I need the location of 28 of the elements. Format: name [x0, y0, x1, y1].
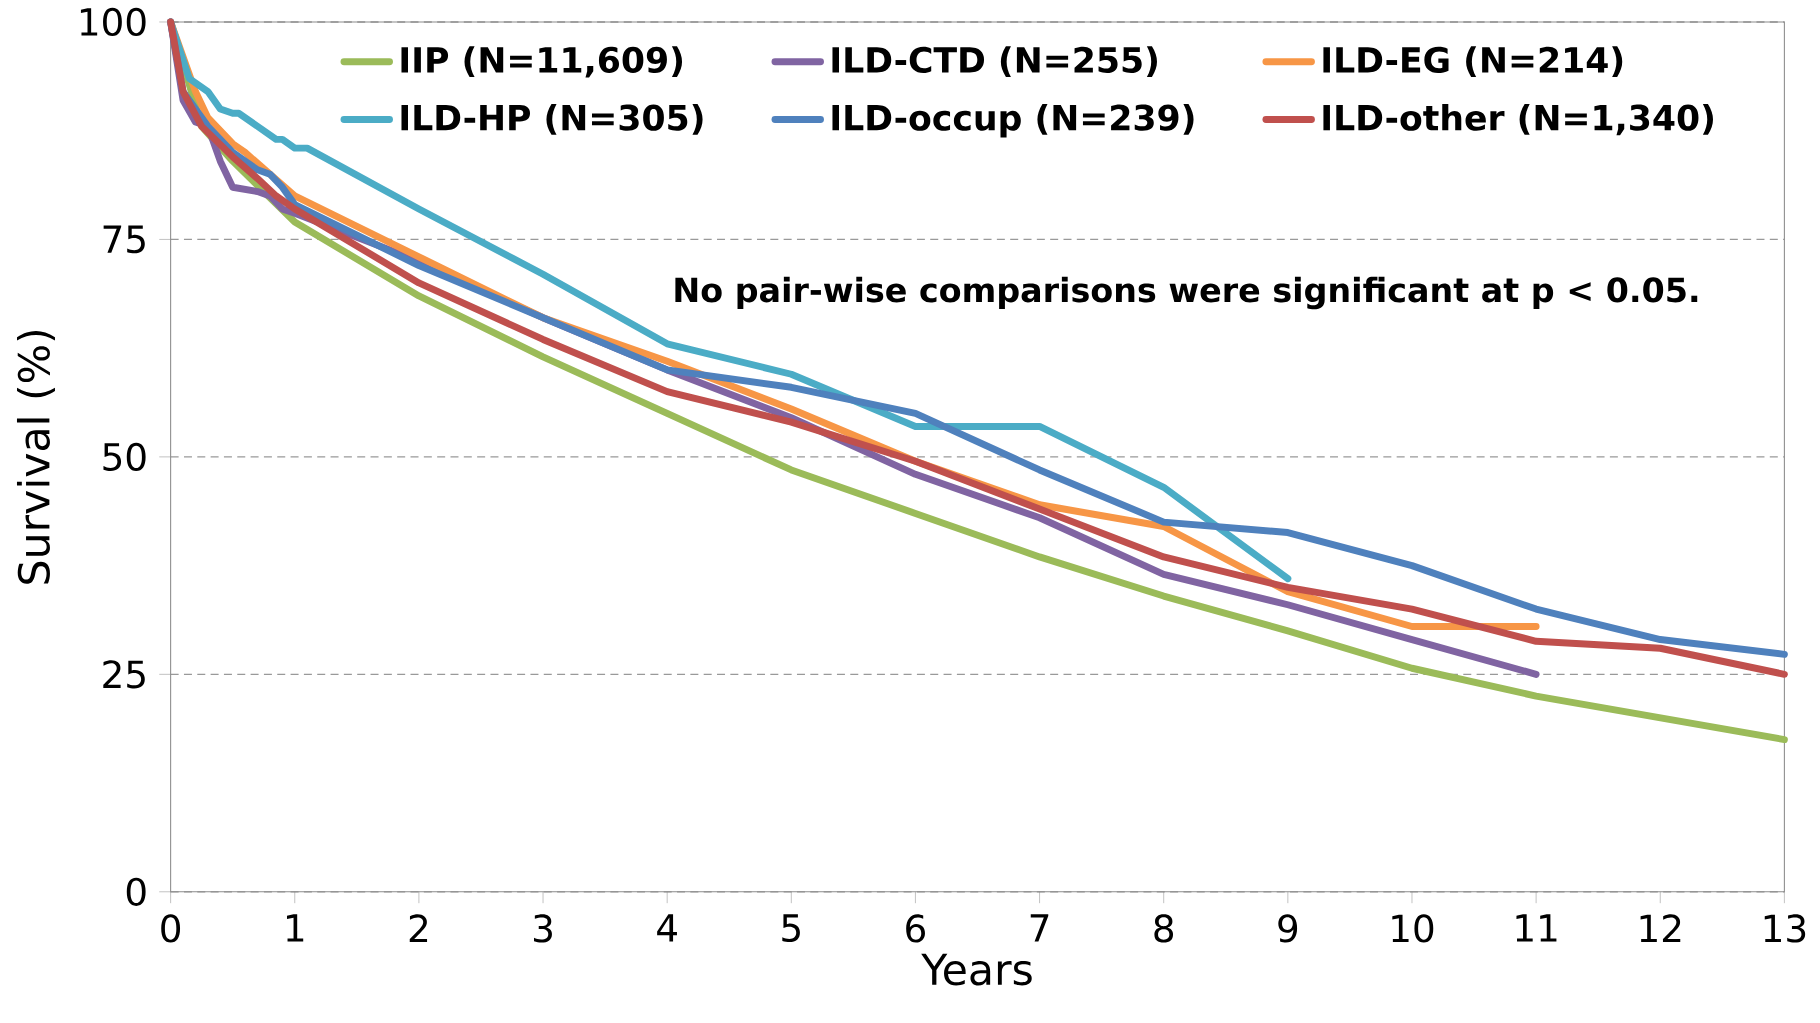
x-tick-label: 0 [161, 914, 181, 943]
x-tick-label: 8 [1154, 914, 1174, 943]
legend-label: ILD-CTD (N=255) [832, 46, 1157, 78]
legend-label: IIP (N=11,609) [401, 46, 683, 78]
y-tick-label: 75 [103, 225, 145, 254]
y-tick-label: 0 [126, 877, 146, 906]
y-tick-label: 50 [103, 442, 146, 472]
x-tick-label: 11 [1516, 914, 1557, 942]
legend-label: ILD-occup (N=239) [832, 103, 1194, 138]
x-tick-label: 10 [1392, 914, 1434, 943]
x-tick-label: 13 [1764, 914, 1806, 943]
annotation: No pair-wise comparisons were significant at p < 0.05. [675, 276, 1698, 310]
x-tick-label: 2 [409, 914, 428, 943]
x-tick-label: 12 [1640, 914, 1681, 943]
y-tick-label: 100 [80, 7, 146, 37]
x-tick-label: 7 [1030, 914, 1049, 942]
x-axis-title: Years [921, 953, 1032, 986]
legend-label: ILD-HP (N=305) [401, 103, 703, 135]
legend-label: ILD-EG (N=214) [1323, 46, 1623, 78]
x-tick-label: 3 [534, 914, 552, 943]
y-tick-label: 25 [103, 660, 145, 689]
x-tick-label: 9 [1278, 914, 1298, 943]
x-tick-label: 6 [906, 914, 925, 943]
x-tick-label: 1 [286, 914, 304, 942]
legend-label: ILD-other (N=1,340) [1323, 103, 1713, 136]
x-tick-label: 4 [657, 914, 677, 942]
x-tick-label: 5 [782, 914, 800, 943]
y-axis-title: Survival (%) [16, 330, 55, 584]
